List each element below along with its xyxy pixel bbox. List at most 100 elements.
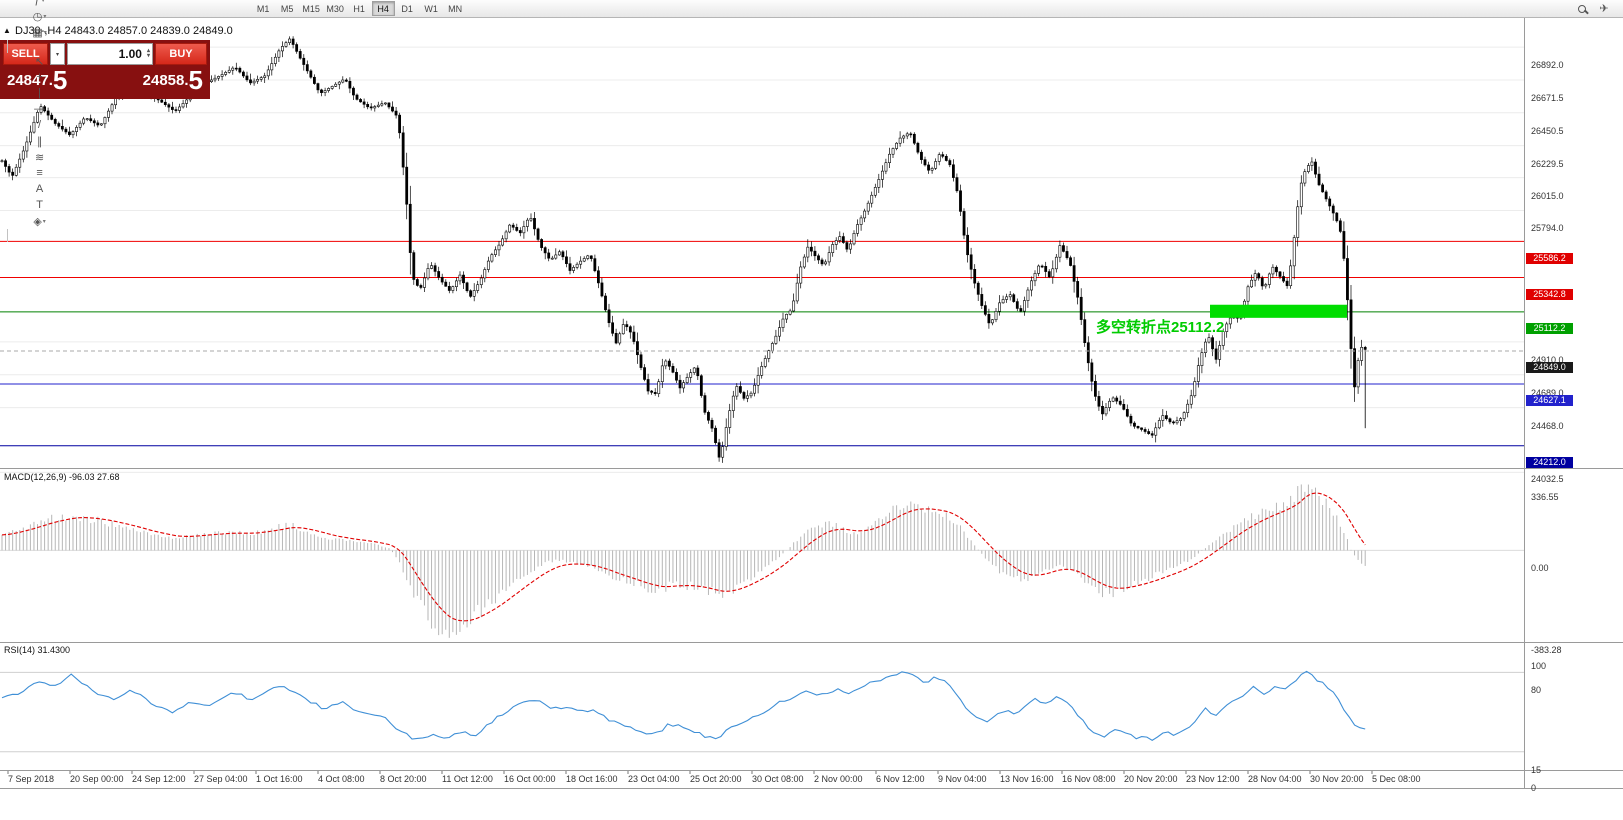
- crosshair-icon: +: [36, 71, 43, 83]
- rsi-axis-label: 80: [1531, 685, 1542, 696]
- timeframe-m30[interactable]: M30: [326, 3, 344, 14]
- share-icon[interactable]: ✈: [1599, 3, 1609, 15]
- indicators-icon: ƒ: [34, 0, 41, 6]
- volume-value[interactable]: 1.00: [118, 47, 142, 61]
- text-icon[interactable]: A: [4, 181, 75, 197]
- horizontal-line-icon[interactable]: —: [4, 101, 75, 117]
- time-axis-label: 27 Sep 04:00: [194, 774, 248, 784]
- timeframe-m5[interactable]: M5: [280, 3, 294, 14]
- sell-price-main: 24847.: [7, 72, 53, 89]
- chevron-down-icon: ▾: [43, 29, 47, 36]
- time-axis-label: 13 Nov 16:00: [1000, 774, 1054, 784]
- periods-icon[interactable]: ◷ ▾: [4, 8, 75, 24]
- price-axis-label: 25794.0: [1531, 223, 1564, 234]
- volume-up-icon[interactable]: ▴: [146, 48, 150, 54]
- time-axis-label: 30 Oct 08:00: [752, 774, 804, 784]
- search-icon[interactable]: [1573, 1, 1591, 17]
- vertical-line-icon[interactable]: |: [4, 85, 75, 101]
- timeframe-mn[interactable]: MN: [448, 3, 463, 14]
- timeframe-buttons: M1 M5 M15 M30 H1 H4 D1 W1 MN: [251, 1, 467, 16]
- time-axis-label: 16 Oct 00:00: [504, 774, 556, 784]
- price-axis-label: 26671.5: [1531, 92, 1564, 103]
- chevron-down-icon: ▾: [42, 218, 46, 225]
- price-axis-label: 26229.5: [1531, 158, 1564, 169]
- trendline-icon: /: [38, 119, 42, 131]
- indicators-icon[interactable]: ƒ ▾: [4, 0, 75, 8]
- rsi-axis-label: 0: [1531, 783, 1537, 793]
- timeframe-w1[interactable]: W1: [424, 3, 438, 14]
- chevron-down-icon: ▾: [41, 0, 45, 4]
- symbol-ohlc-info: DJ30-,H4 24843.0 24857.0 24839.0 24849.0: [15, 25, 233, 37]
- text-icon: A: [35, 183, 44, 195]
- price-axis-label: 24032.5: [1531, 474, 1564, 484]
- macd-indicator-label: MACD(12,26,9) -96.03 27.68: [4, 472, 120, 482]
- price-axis-label: 24689.0: [1531, 387, 1564, 398]
- cursor-icon[interactable]: ↖: [4, 53, 75, 69]
- sell-price[interactable]: 24847. 5: [7, 67, 67, 94]
- current-price-tag: 24849.0: [1526, 362, 1573, 374]
- label-icon: T: [36, 199, 43, 211]
- objects-list-icon: ≡: [36, 167, 43, 179]
- channel-icon[interactable]: ∥: [4, 133, 75, 149]
- buy-button[interactable]: BUY: [155, 43, 207, 65]
- time-axis-label: 18 Oct 16:00: [566, 774, 618, 784]
- order-type-dropdown[interactable]: ▾: [50, 43, 65, 65]
- volume-spinner-arrows[interactable]: ▴ ▾: [146, 48, 150, 59]
- crosshair-icon[interactable]: +: [4, 69, 75, 85]
- toolbar-separator: [7, 40, 8, 53]
- trade-panel-buttons-row: SELL ▾ 1.00 ▴ ▾ BUY: [3, 43, 207, 65]
- timeframe-m1[interactable]: M1: [256, 3, 270, 14]
- time-axis-label: 28 Nov 04:00: [1248, 774, 1302, 784]
- toolbar-separator: [7, 229, 8, 242]
- buy-price[interactable]: 24858. 5: [143, 67, 203, 94]
- time-axis-label: 6 Nov 12:00: [876, 774, 925, 784]
- toolbar: 单▦▤▶自动交易╫◫∿⊕⊖❏+▾ƒ▾◷▾▦▾↖+|—/∥≋≡AT◈▾ M1M5M…: [0, 0, 1623, 242]
- buy-price-main: 24858.: [142, 72, 189, 89]
- time-axis-label: 25 Oct 20:00: [690, 774, 742, 784]
- price-axis-label: 26892.0: [1531, 60, 1564, 71]
- price-line-tag: 25586.2: [1526, 252, 1573, 264]
- cursor-icon: ↖: [34, 55, 45, 68]
- arrows-icon: ◈: [33, 215, 42, 228]
- time-axis-label: 11 Oct 12:00: [442, 774, 493, 784]
- trendline-icon[interactable]: /: [4, 117, 75, 133]
- arrows-icon[interactable]: ◈ ▾: [4, 213, 75, 229]
- macd-axis-label: 336.55: [1531, 491, 1559, 502]
- fibonacci-icon[interactable]: ≋: [4, 149, 75, 165]
- horizontal-line-icon: —: [34, 103, 46, 115]
- price-axis-label: 26450.5: [1531, 125, 1564, 136]
- timeframe-d1[interactable]: D1: [401, 3, 413, 14]
- buy-price-pip: 5: [188, 65, 203, 95]
- channel-icon: ∥: [36, 135, 43, 148]
- label-icon[interactable]: T: [4, 197, 75, 213]
- turning-point-annotation[interactable]: 多空转折点25112.2: [1096, 319, 1225, 336]
- one-click-trading-panel: SELL ▾ 1.00 ▴ ▾ BUY 24847. 5 24858. 5: [0, 40, 210, 99]
- timeframe-m15[interactable]: M15: [302, 3, 320, 14]
- one-click-toggle-icon[interactable]: ▲: [3, 26, 11, 35]
- toolbar-right-icons: ✈: [1573, 1, 1613, 17]
- trade-panel-prices-row: 24847. 5 24858. 5: [3, 67, 207, 94]
- sell-button[interactable]: SELL: [3, 43, 48, 65]
- volume-stepper[interactable]: 1.00 ▴ ▾: [67, 43, 153, 65]
- time-axis-label: 23 Nov 12:00: [1186, 774, 1240, 784]
- timeframe-h1[interactable]: H1: [353, 3, 365, 14]
- macd-axis-label: 0.00: [1531, 563, 1549, 574]
- price-axis[interactable]: 26892.0 26671.5 26450.5 26229.5 26015.0 25794…: [1526, 18, 1623, 793]
- price-line-tag: 24627.1: [1526, 395, 1573, 407]
- time-axis-label: 7 Sep 2018: [8, 774, 55, 784]
- price-line-tag: 24212.0: [1526, 457, 1573, 469]
- price-line-tag: 25112.2: [1526, 323, 1573, 335]
- templates-icon[interactable]: ▦ ▾: [4, 24, 75, 40]
- periods-icon: ◷: [32, 10, 43, 23]
- time-axis-label: 20 Sep 00:00: [70, 774, 124, 784]
- timeframe-h4[interactable]: H4: [371, 1, 395, 16]
- sell-price-pip: 5: [52, 65, 68, 95]
- fibonacci-icon: ≋: [34, 151, 45, 164]
- objects-list-icon[interactable]: ≡: [4, 165, 75, 181]
- rsi-axis-label: 100: [1531, 661, 1547, 671]
- time-axis[interactable]: 7 Sep 2018 20 Sep 00:00 24 Sep 12:00 27 Sep…: [0, 772, 1524, 788]
- price-line-tag: 25342.8: [1526, 289, 1573, 301]
- time-axis-label: 24 Sep 12:00: [132, 774, 186, 784]
- volume-down-icon[interactable]: ▾: [146, 53, 150, 59]
